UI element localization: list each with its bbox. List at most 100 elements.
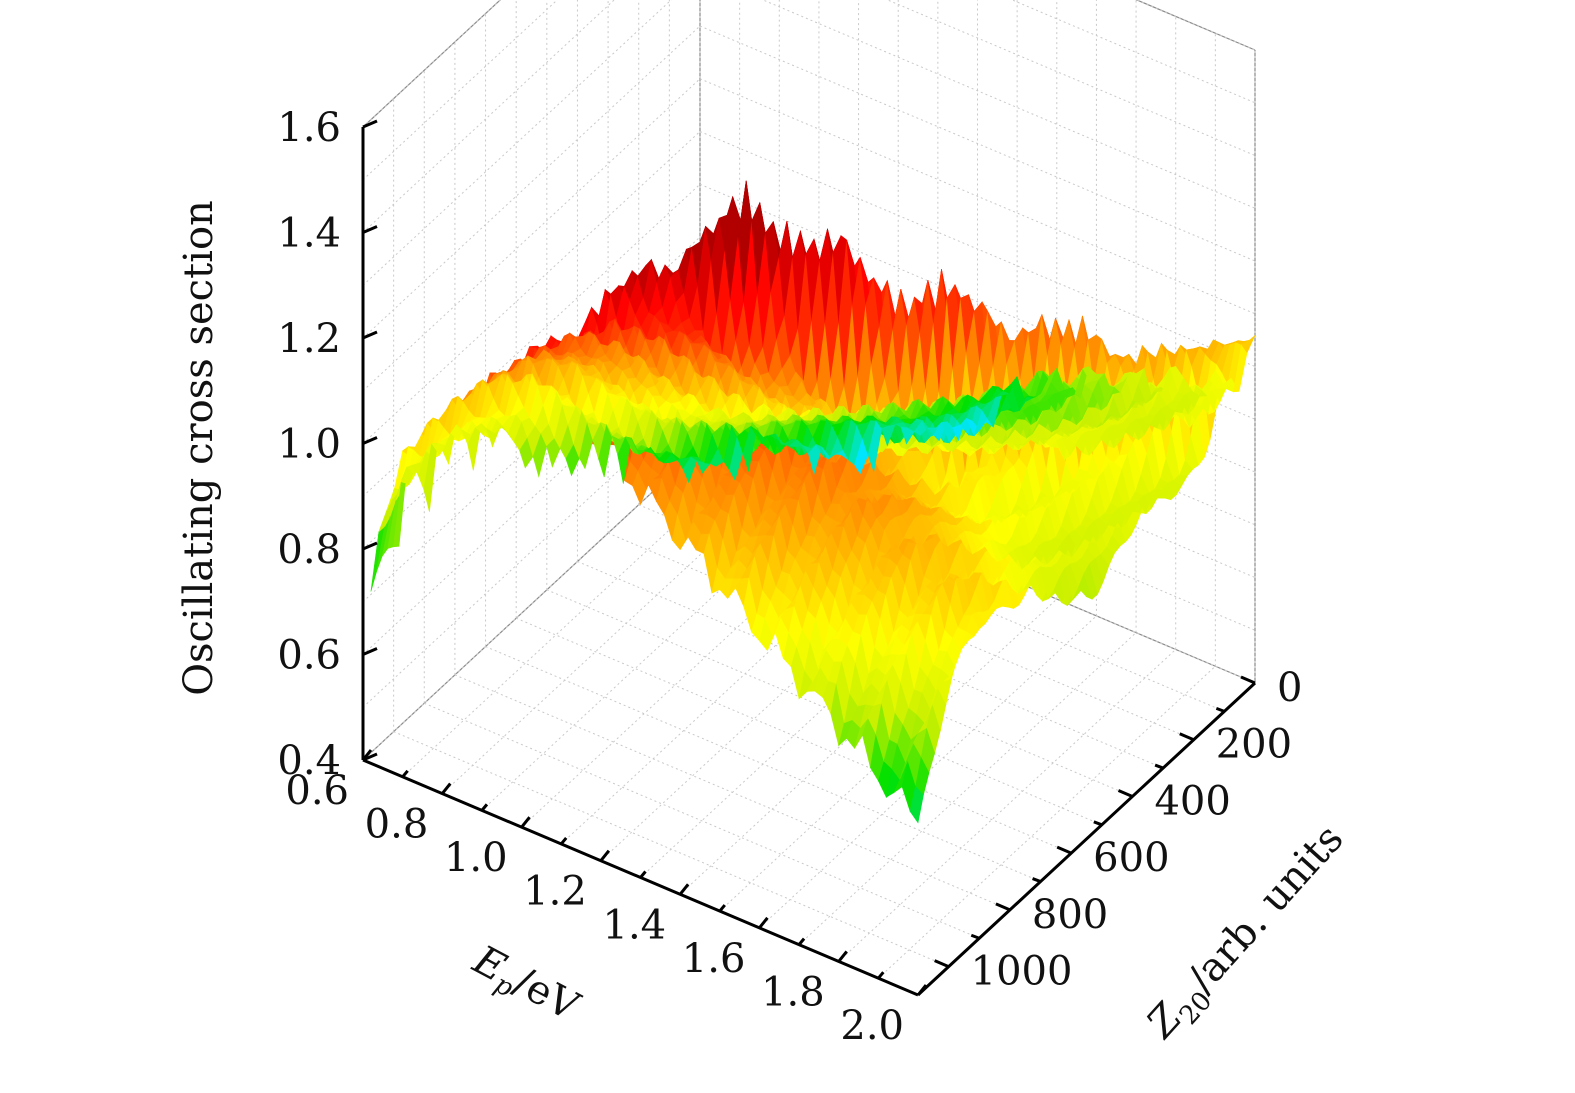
grid-line bbox=[640, 565, 978, 878]
y-minor-tick bbox=[1093, 820, 1103, 827]
y-tick bbox=[1117, 789, 1134, 798]
grid-line bbox=[362, 0, 615, 233]
grid-line bbox=[699, 78, 1256, 315]
svg-text:Z20/arb. units: Z20/arb. units bbox=[1137, 816, 1358, 1053]
y-tick-label: 1000 bbox=[971, 949, 1073, 995]
z-tick-label: 0.4 bbox=[277, 738, 341, 784]
grid-line bbox=[600, 548, 939, 862]
grid-line bbox=[679, 581, 1018, 895]
grid-line bbox=[515, 617, 1072, 854]
grid-line bbox=[424, 702, 980, 939]
surface-patch bbox=[370, 525, 385, 592]
x-minor-tick bbox=[480, 803, 489, 812]
grid-line bbox=[362, 447, 701, 761]
grid-line bbox=[362, 25, 701, 339]
grid-line bbox=[838, 649, 1177, 962]
y-tick-label: 400 bbox=[1154, 778, 1230, 824]
grid-line bbox=[759, 615, 1097, 929]
z-tick bbox=[362, 119, 378, 129]
y-tick-label: 200 bbox=[1216, 722, 1292, 768]
frame-edge bbox=[1135, 0, 1256, 51]
x-tick bbox=[361, 749, 373, 761]
x-axis-title: Ep/eV bbox=[463, 936, 588, 1035]
grid-line bbox=[362, 0, 558, 181]
z-tick bbox=[362, 436, 378, 445]
grid-line bbox=[699, 25, 1256, 262]
z-tick-label: 1.2 bbox=[277, 316, 341, 362]
y-tick bbox=[995, 902, 1011, 912]
y-minor-tick bbox=[1215, 706, 1225, 713]
frame-edge bbox=[362, 0, 502, 128]
z-tick-label: 0.6 bbox=[277, 633, 341, 679]
z-tick-label: 1.6 bbox=[277, 105, 341, 151]
z-tick bbox=[362, 225, 378, 234]
x-tick-label: 1.4 bbox=[603, 902, 667, 948]
y-tick bbox=[1056, 845, 1072, 855]
grid-line bbox=[441, 481, 780, 794]
x-tick bbox=[837, 950, 848, 963]
grid-line bbox=[878, 665, 1216, 979]
grid-line bbox=[362, 394, 701, 708]
grid-line bbox=[362, 131, 701, 444]
y-tick-label: 0 bbox=[1277, 665, 1302, 711]
z-tick bbox=[362, 330, 378, 340]
grid-line bbox=[485, 646, 1041, 883]
grid-line bbox=[362, 78, 701, 392]
x-tick bbox=[599, 849, 611, 862]
x-minor-tick bbox=[560, 836, 568, 845]
y-tick bbox=[934, 959, 950, 969]
x-minor-tick bbox=[401, 769, 409, 778]
grid-line bbox=[362, 0, 672, 286]
z-tick-label: 1.4 bbox=[277, 211, 341, 257]
surface-patch bbox=[1241, 335, 1256, 354]
z-axis-title: Oscillating cross section bbox=[176, 200, 222, 696]
grid-line bbox=[362, 236, 701, 550]
y-minor-tick bbox=[1154, 763, 1164, 770]
x-tick-label: 1.2 bbox=[523, 869, 587, 915]
x-minor-tick bbox=[639, 870, 647, 879]
y-tick-label: 600 bbox=[1093, 835, 1169, 881]
grid-line bbox=[719, 598, 1058, 912]
grid-line bbox=[699, 131, 1256, 367]
x-tick-label: 2.0 bbox=[840, 1003, 904, 1049]
grid-line bbox=[560, 531, 899, 845]
x-tick bbox=[520, 816, 531, 829]
x-tick-label: 1.6 bbox=[682, 936, 746, 982]
y-minor-tick bbox=[1032, 877, 1042, 883]
y-tick bbox=[1179, 732, 1195, 742]
z-tick-label: 0.8 bbox=[277, 527, 341, 573]
y-tick bbox=[1240, 675, 1256, 685]
x-tick-label: 0.8 bbox=[365, 802, 429, 848]
grid-line bbox=[454, 674, 1011, 911]
grid-line bbox=[798, 632, 1137, 946]
y-minor-tick bbox=[970, 933, 980, 940]
z-tick-label: 1.0 bbox=[277, 422, 341, 468]
x-tick bbox=[441, 782, 452, 795]
grid-line bbox=[761, 0, 1256, 209]
grid-line bbox=[393, 731, 949, 968]
grid-line bbox=[362, 289, 701, 603]
grid-line bbox=[546, 589, 1103, 826]
x-minor-tick bbox=[718, 904, 726, 913]
z-tick bbox=[362, 647, 378, 656]
axes-layer: 0.40.60.81.01.21.41.60.60.81.01.21.41.61… bbox=[277, 105, 1302, 1049]
y-axis-line bbox=[916, 681, 1257, 997]
y-tick-label: 800 bbox=[1032, 892, 1108, 938]
z-tick bbox=[362, 541, 378, 551]
x-tick bbox=[678, 883, 690, 896]
grid-line bbox=[481, 497, 820, 811]
x-tick-label: 1.8 bbox=[761, 969, 825, 1015]
surface-layer bbox=[370, 180, 1256, 824]
x-minor-tick bbox=[877, 971, 885, 980]
x-tick bbox=[758, 916, 769, 929]
x-tick-label: 0.6 bbox=[285, 768, 349, 814]
grid-line bbox=[521, 514, 859, 828]
x-tick-label: 1.0 bbox=[444, 835, 508, 881]
x-minor-tick bbox=[797, 937, 806, 946]
grid-line bbox=[362, 342, 701, 655]
grid-line bbox=[886, 0, 1256, 156]
y-axis-title: Z20/arb. units bbox=[1137, 816, 1358, 1053]
grid-line bbox=[699, 183, 1256, 420]
svg-text:Ep/eV: Ep/eV bbox=[463, 936, 588, 1035]
